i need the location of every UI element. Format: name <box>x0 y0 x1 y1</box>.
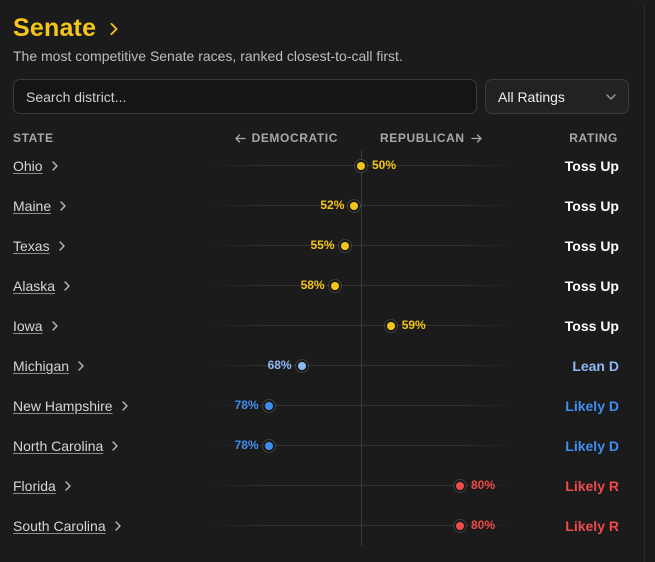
rating-filter-select[interactable]: All Ratings <box>485 79 629 114</box>
race-marker <box>348 200 361 212</box>
chevron-right-icon <box>121 401 128 411</box>
race-rating: Toss Up <box>564 318 619 334</box>
state-link[interactable]: Iowa <box>13 318 59 334</box>
race-row: Ohio 50% Toss Up <box>0 146 645 186</box>
chevron-right-icon <box>112 441 118 451</box>
state-name: South Carolina <box>13 518 106 534</box>
search-input[interactable] <box>14 80 476 113</box>
chevron-right-icon <box>51 161 58 171</box>
race-marker <box>355 160 367 172</box>
column-header-republican: REPUBLICAN <box>380 131 482 145</box>
column-header-democratic: DEMOCRATIC <box>234 131 338 145</box>
state-name: Florida <box>13 478 56 494</box>
race-percent: 78% <box>234 438 259 452</box>
state-name: North Carolina <box>13 438 104 454</box>
race-marker <box>338 240 351 252</box>
state-link[interactable]: Ohio <box>13 158 59 174</box>
race-track <box>210 245 515 246</box>
rating-filter-value: All Ratings <box>498 88 565 105</box>
state-name: Maine <box>13 198 52 214</box>
race-rating: Likely D <box>565 398 619 414</box>
race-row: Alaska 58% Toss Up <box>0 266 645 306</box>
race-rating: Toss Up <box>564 238 619 254</box>
page-title: Senate <box>13 14 97 42</box>
chevron-right-icon <box>58 241 65 251</box>
race-track <box>210 525 515 526</box>
race-rating: Toss Up <box>564 158 619 174</box>
state-link[interactable]: South Carolina <box>13 518 122 534</box>
race-rating: Likely R <box>565 518 619 534</box>
race-percent: 59% <box>401 318 426 332</box>
state-link[interactable]: North Carolina <box>13 438 119 454</box>
race-track <box>210 405 515 406</box>
chevron-right-icon <box>51 321 58 331</box>
race-marker <box>262 440 275 452</box>
state-link[interactable]: New Hampshire <box>13 398 129 414</box>
race-marker <box>262 400 275 412</box>
race-percent: 80% <box>471 518 496 532</box>
state-link[interactable]: Alaska <box>13 278 71 294</box>
column-header-democratic-label: DEMOCRATIC <box>251 131 338 145</box>
race-percent: 50% <box>372 158 397 172</box>
race-marker <box>454 480 466 492</box>
race-track <box>210 365 515 366</box>
page-subtitle: The most competitive Senate races, ranke… <box>13 48 403 64</box>
arrow-right-icon <box>471 133 482 143</box>
race-percent: 80% <box>471 478 496 492</box>
race-row: Maine 52% Toss Up <box>0 186 645 226</box>
race-rating: Likely D <box>565 438 619 454</box>
chevron-right-icon <box>60 201 66 211</box>
column-header-republican-label: REPUBLICAN <box>380 131 465 145</box>
race-track <box>210 325 515 326</box>
state-link[interactable]: Michigan <box>13 358 85 374</box>
chevron-right-icon <box>64 281 70 291</box>
race-row: South Carolina 80% Likely R <box>0 506 645 546</box>
race-marker <box>295 360 308 372</box>
race-percent: 58% <box>300 278 325 292</box>
race-track <box>210 445 515 446</box>
race-track <box>210 285 515 286</box>
arrow-left-icon <box>234 133 246 143</box>
race-rating: Toss Up <box>564 278 619 294</box>
chevron-right-icon <box>65 481 71 491</box>
chevron-right-icon <box>110 22 118 35</box>
column-header-state: STATE <box>13 131 54 145</box>
column-header-rating: RATING <box>569 131 618 145</box>
chevron-right-icon <box>78 361 84 371</box>
race-track <box>210 485 515 486</box>
race-row: Florida 80% Likely R <box>0 466 645 506</box>
race-rating: Toss Up <box>564 198 619 214</box>
race-track <box>210 205 515 206</box>
race-percent: 68% <box>267 358 292 372</box>
race-marker <box>328 280 341 292</box>
state-name: Texas <box>13 238 50 254</box>
state-link[interactable]: Maine <box>13 198 67 214</box>
race-marker <box>384 320 397 332</box>
race-percent: 55% <box>310 238 335 252</box>
chevron-right-icon <box>114 521 121 531</box>
title-link[interactable]: Senate <box>13 14 120 43</box>
race-row: Michigan 68% Lean D <box>0 346 645 386</box>
state-name: Ohio <box>13 158 43 174</box>
search-box[interactable] <box>13 79 477 114</box>
state-name: Michigan <box>13 358 70 374</box>
race-row: Texas 55% Toss Up <box>0 226 645 266</box>
chevron-down-icon <box>606 93 616 100</box>
state-name: Iowa <box>13 318 43 334</box>
race-rating: Likely R <box>565 478 619 494</box>
state-name: New Hampshire <box>13 398 113 414</box>
race-marker <box>454 520 466 532</box>
race-row: North Carolina 78% Likely D <box>0 426 645 466</box>
center-axis-line <box>361 150 362 546</box>
race-percent: 52% <box>320 198 345 212</box>
race-percent: 78% <box>234 398 259 412</box>
state-name: Alaska <box>13 278 56 294</box>
race-row: Iowa 59% Toss Up <box>0 306 645 346</box>
race-row: New Hampshire 78% Likely D <box>0 386 645 426</box>
state-link[interactable]: Texas <box>13 238 66 254</box>
state-link[interactable]: Florida <box>13 478 72 494</box>
race-rating: Lean D <box>572 358 619 374</box>
